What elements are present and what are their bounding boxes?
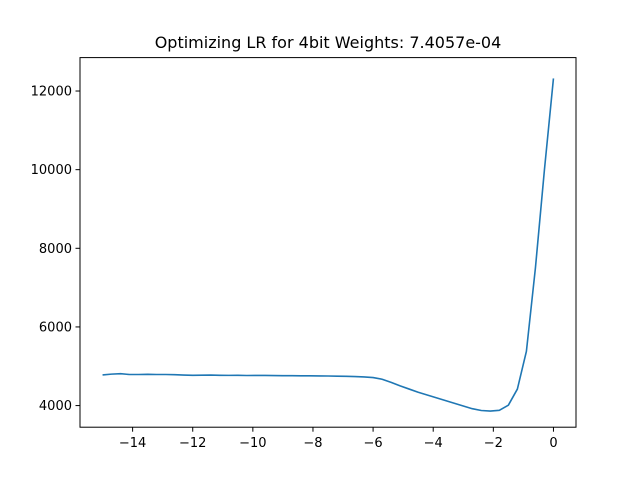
x-tick-label: −6 [364, 436, 383, 451]
x-tick-label: −2 [484, 436, 503, 451]
ticks-layer: −14 −12 −10 −8 −6 −4 −2 0 4000 6000 8000 10000 12000 [31, 85, 558, 452]
y-tick-label: 12000 [31, 85, 72, 100]
y-tick-label: 6000 [39, 320, 72, 335]
x-tick-label: −8 [303, 436, 322, 451]
x-tick-label: −4 [424, 436, 443, 451]
x-tick-label: −10 [239, 436, 266, 451]
x-tick-label: 0 [549, 436, 557, 451]
x-tick-label: −12 [179, 436, 206, 451]
y-tick-label: 8000 [39, 242, 72, 257]
chart-title: Optimizing LR for 4bit Weights: 7.4057e-… [155, 33, 502, 52]
y-tick-label: 10000 [31, 163, 72, 178]
series-line [102, 78, 555, 412]
x-tick-label: −14 [119, 436, 146, 451]
series-layer [102, 78, 555, 412]
axes-frame [79, 57, 577, 428]
y-tick-label: 4000 [39, 399, 72, 414]
